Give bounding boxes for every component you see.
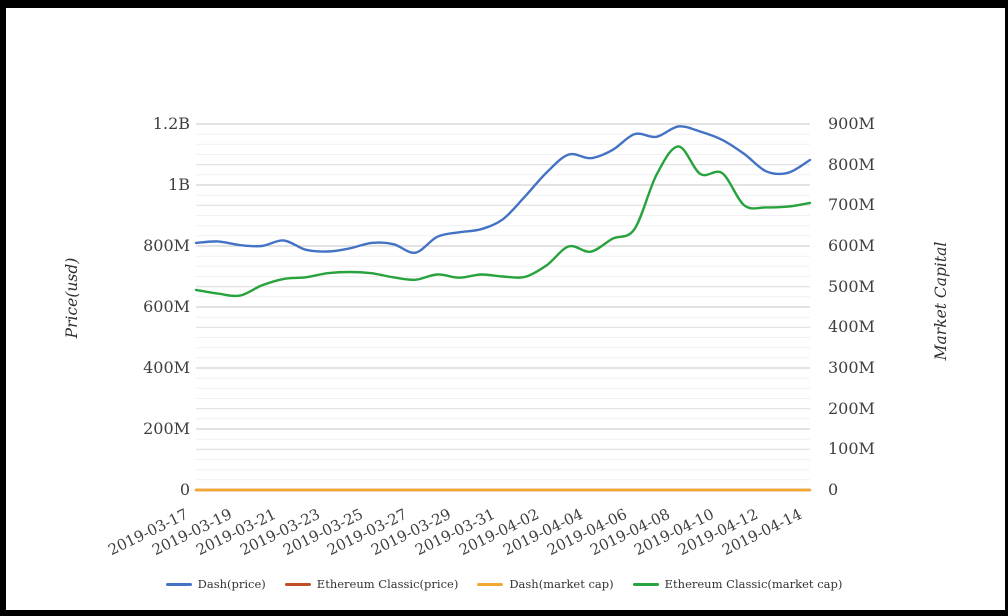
right-y-tick-label: 900M	[828, 114, 875, 133]
legend-label: Ethereum Classic(market cap)	[664, 577, 843, 591]
left-y-tick-label: 1B	[168, 175, 190, 194]
right-axis-title: Market Capital	[932, 241, 950, 361]
legend-item-dash-price[interactable]: Dash(price)	[165, 577, 266, 591]
left-y-tick-label: 0	[179, 480, 190, 499]
left-y-tick-label: 400M	[143, 358, 190, 377]
right-y-tick-label: 300M	[828, 358, 875, 377]
right-y-tick-label: 500M	[828, 276, 875, 296]
legend-item-dash-market-cap[interactable]: Dash(market cap)	[477, 577, 614, 591]
right-y-tick-label: 800M	[828, 154, 875, 174]
right-y-tick-label: 0	[828, 480, 839, 499]
series-line-dash-price[interactable]	[194, 125, 812, 254]
left-y-tick-label: 1.2B	[152, 114, 190, 133]
legend-item-ethereum-classic-market-cap[interactable]: Ethereum Classic(market cap)	[632, 577, 843, 591]
legend-line-swatch-ethereum-classic-price	[284, 582, 311, 586]
right-y-tick-label: 100M	[828, 439, 875, 459]
left-y-tick-label: 600M	[143, 297, 190, 316]
legend-label: Dash(price)	[197, 577, 266, 591]
right-y-tick-label: 600M	[828, 236, 875, 255]
legend-line-swatch-dash-market-cap	[477, 582, 504, 586]
legend-label: Ethereum Classic(price)	[316, 577, 459, 591]
legend-item-ethereum-classic-price[interactable]: Ethereum Classic(price)	[284, 577, 459, 591]
legend-line-swatch-ethereum-classic-market-cap	[632, 582, 659, 586]
right-y-tick-label: 200M	[828, 398, 875, 418]
legend-line-swatch-dash-price	[165, 582, 192, 586]
right-y-tick-label: 400M	[828, 317, 875, 337]
left-y-tick-label: 800M	[143, 236, 190, 255]
legend: Dash(price) Ethereum Classic(price) Dash…	[0, 577, 1008, 591]
left-y-tick-label: 200M	[143, 419, 190, 438]
series-line-ethereum-classic-market-cap[interactable]	[194, 145, 812, 298]
right-y-tick-label: 700M	[828, 195, 875, 215]
left-axis-title: Price(usd)	[63, 257, 81, 339]
legend-label: Dash(market cap)	[509, 577, 614, 591]
